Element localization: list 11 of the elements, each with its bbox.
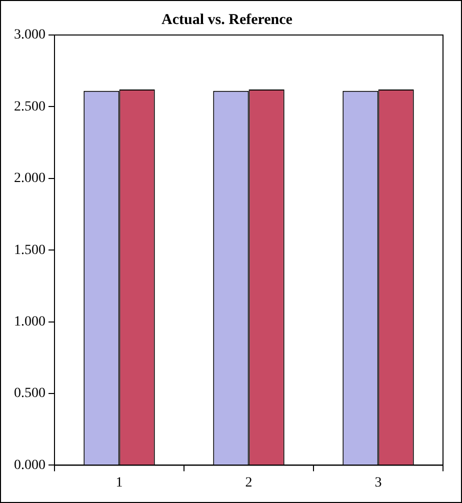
chart-title: Actual vs. Reference	[162, 12, 293, 28]
y-tick-label: 2.000	[14, 171, 46, 186]
y-tick-label: 3.000	[14, 28, 46, 43]
x-tick-label: 1	[116, 475, 123, 490]
x-tick-label: 3	[374, 475, 382, 490]
y-tick-label: 0.500	[14, 386, 46, 402]
y-tick-label: 1.000	[14, 314, 46, 330]
y-tick-label: 0.000	[14, 458, 46, 473]
y-tick-label: 2.500	[14, 99, 46, 114]
x-tick-label: 2	[245, 475, 252, 490]
y-tick-label: 1.500	[14, 242, 46, 258]
